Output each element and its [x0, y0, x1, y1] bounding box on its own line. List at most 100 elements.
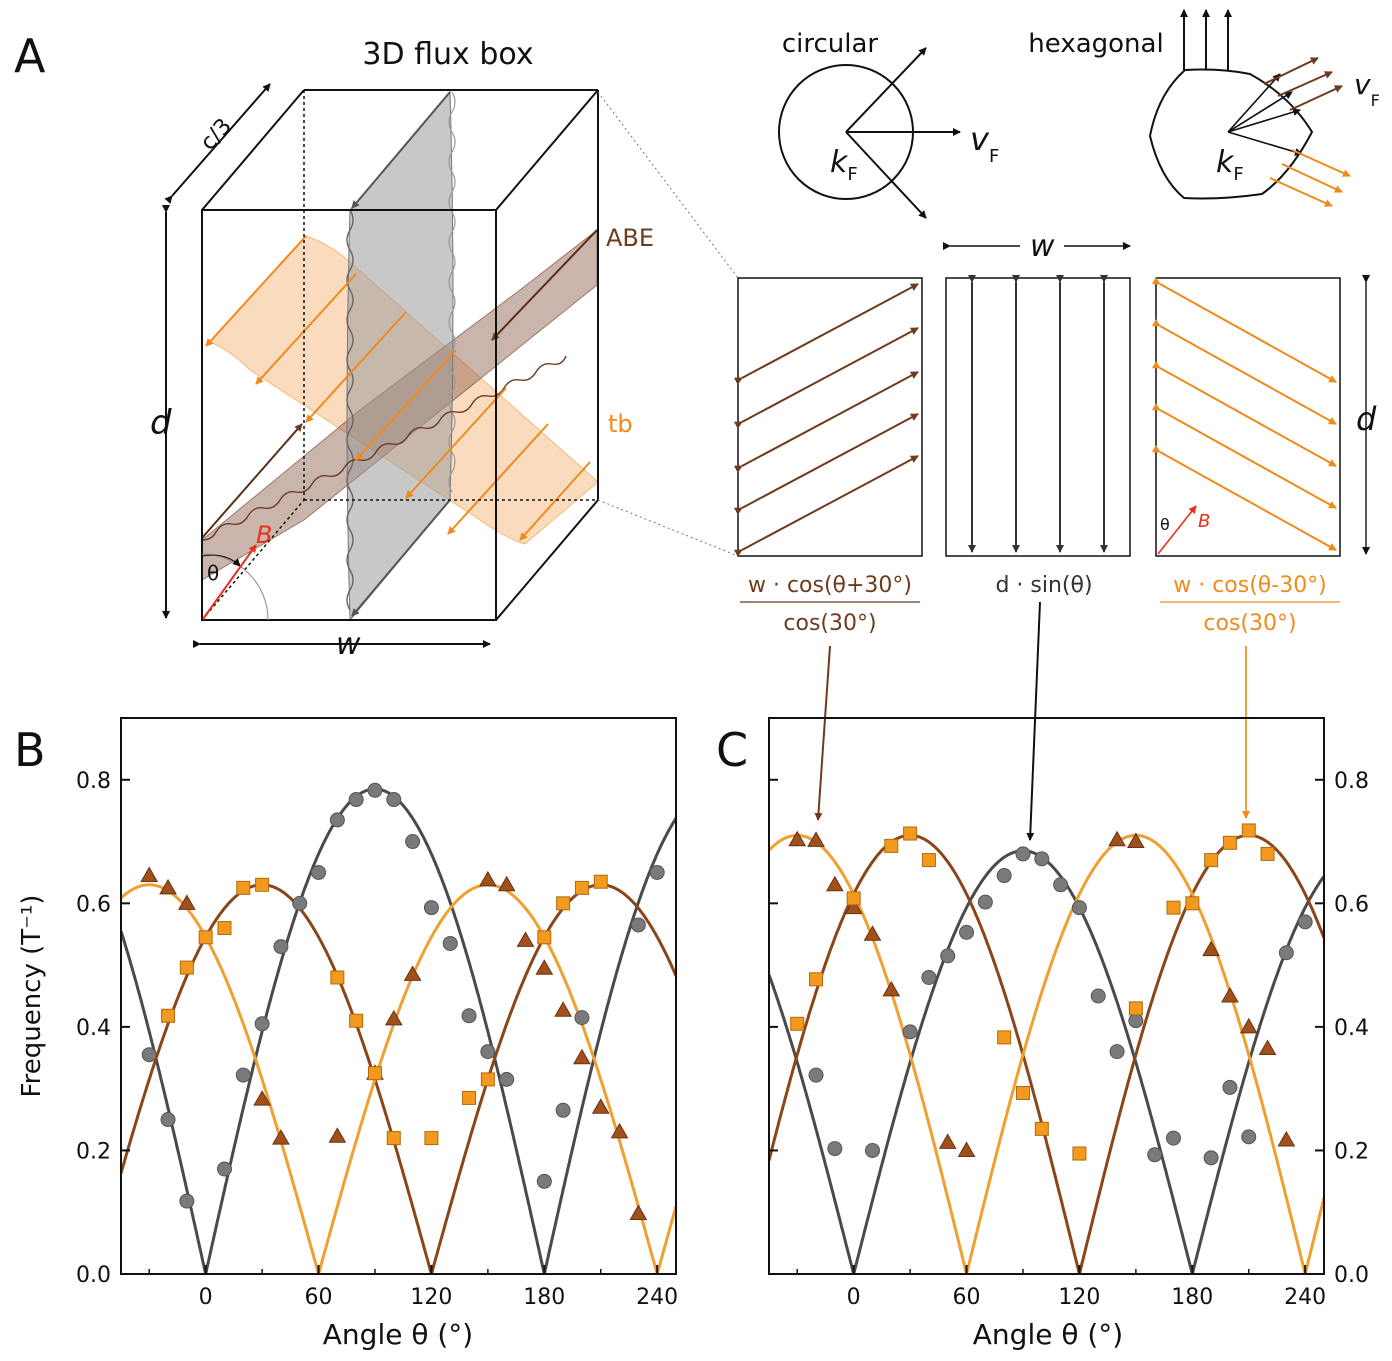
w-label: w: [336, 627, 361, 662]
data-point-square: [921, 853, 936, 868]
data-point-circle: [630, 917, 646, 933]
data-point-triangle: [1202, 940, 1220, 957]
flux-box-title: 3D flux box: [362, 37, 533, 72]
x-axis-label-b: Angle θ (°): [323, 1318, 473, 1351]
hexagonal-kf: kF: [1216, 145, 1244, 185]
data-point-triangle: [863, 925, 882, 941]
panel-label-a: A: [14, 29, 46, 83]
tb-arrows: [205, 235, 591, 541]
data-point-square: [198, 930, 213, 945]
data-point-square: [424, 1131, 439, 1146]
data-point-triangle: [328, 1127, 347, 1143]
data-point-circle: [292, 895, 308, 911]
c3-label: c/3: [196, 114, 237, 156]
data-point-triangle: [535, 959, 554, 975]
panel-label-c: C: [716, 723, 748, 777]
data-point-square: [997, 1030, 1012, 1045]
gray-plane-wavy-edge-back: [448, 91, 456, 493]
tb-label: tb: [608, 410, 633, 438]
data-point-square: [903, 826, 918, 841]
data-point-square: [593, 874, 608, 889]
connector-abe: [814, 645, 831, 821]
data-point-triangle: [403, 965, 422, 981]
y-axis-label-b: Frequency (T⁻¹): [17, 895, 47, 1098]
data-point-square: [179, 960, 194, 975]
x-tick-label: 120: [410, 1285, 452, 1310]
data-point-square: [537, 930, 552, 945]
abe-arrow-back: [491, 229, 598, 341]
orbit-box-vertical: w: [943, 229, 1131, 557]
data-point-circle: [499, 1071, 515, 1087]
abe-label: ABE: [606, 224, 654, 252]
data-point-square: [1222, 835, 1237, 850]
formula-abe: w · cos(θ+30°) cos(30°): [740, 573, 920, 636]
b-field-label: B: [256, 521, 272, 549]
y-tick-label: 0.0: [76, 1263, 111, 1288]
data-point-circle: [977, 894, 993, 910]
data-point-circle: [649, 864, 665, 880]
chart-panel-b: 0 60 120 180 240 0.0 0.2 0.4 0.6 0.8: [76, 717, 678, 1310]
data-point-circle: [329, 812, 345, 828]
data-point-square: [462, 1090, 477, 1105]
data-point-circle: [423, 900, 439, 916]
connector-mid: [1026, 601, 1041, 841]
data-point-circle: [348, 792, 364, 808]
data-point-circle: [386, 792, 402, 808]
flux-box-3d: B θ c/3 d w ABE tb: [150, 83, 654, 662]
data-point-circle: [1128, 1013, 1144, 1029]
circular-title: circular: [782, 29, 879, 59]
data-point-square: [1128, 1001, 1143, 1016]
data-point-circle: [902, 1024, 918, 1040]
w-label-mid: w: [1030, 229, 1055, 264]
data-point-triangle: [479, 870, 497, 887]
data-point-square: [556, 896, 571, 911]
data-point-circle: [827, 1141, 843, 1157]
theta-label-small: θ: [1160, 515, 1170, 534]
data-point-square: [574, 880, 589, 895]
data-point-circle: [273, 939, 289, 955]
abe-wavy-edge: [201, 355, 567, 541]
data-point-circle: [1165, 1130, 1181, 1146]
y-tick-label: 0.6: [76, 892, 111, 917]
data-point-triangle: [882, 980, 901, 997]
data-point-square: [1072, 1146, 1087, 1161]
data-point-circle: [442, 935, 458, 951]
y-tick-label: 0.2: [76, 1139, 111, 1164]
data-point-square: [217, 921, 232, 936]
panel-label-b: B: [14, 723, 46, 777]
data-point-triangle: [554, 1001, 572, 1017]
data-point-circle: [254, 1016, 270, 1032]
gray-arrow-bottom: [351, 499, 451, 617]
data-point-square: [349, 1013, 364, 1028]
data-point-circle: [940, 948, 956, 964]
data-point-circle: [536, 1173, 552, 1189]
fit-curve-circle: [769, 849, 1324, 1274]
data-point-triangle: [788, 830, 807, 847]
data-point-triangle: [573, 1048, 591, 1065]
fit-curve-circle: [121, 787, 676, 1274]
data-point-circle: [1034, 851, 1050, 867]
data-point-circle: [1222, 1079, 1238, 1095]
data-point-circle: [808, 1067, 824, 1083]
data-point-triangle: [516, 931, 535, 947]
gray-plane: [346, 90, 454, 622]
b-field-arrow-small: [1157, 505, 1197, 555]
formula-mid: d · sin(θ): [995, 573, 1092, 598]
data-point-triangle: [1221, 986, 1239, 1003]
data-point-square: [255, 877, 270, 892]
gray-arrow-top: [351, 91, 451, 209]
d-label: d: [150, 403, 172, 443]
data-point-triangle: [807, 831, 825, 847]
data-point-triangle: [938, 1133, 957, 1149]
x-tick-label: 0: [847, 1285, 861, 1310]
data-point-circle: [405, 834, 421, 850]
d-label-right: d: [1356, 400, 1377, 438]
svg-text:w · cos(θ-30°): w · cos(θ-30°): [1173, 573, 1327, 598]
data-point-circle: [574, 1010, 590, 1026]
data-point-triangle: [957, 1141, 976, 1157]
orbit-box-tb: B θ d: [1151, 275, 1377, 557]
data-point-circle: [311, 864, 327, 880]
box-hidden-edges: [201, 90, 598, 621]
data-point-triangle: [272, 1129, 290, 1145]
data-point-square: [236, 880, 251, 895]
